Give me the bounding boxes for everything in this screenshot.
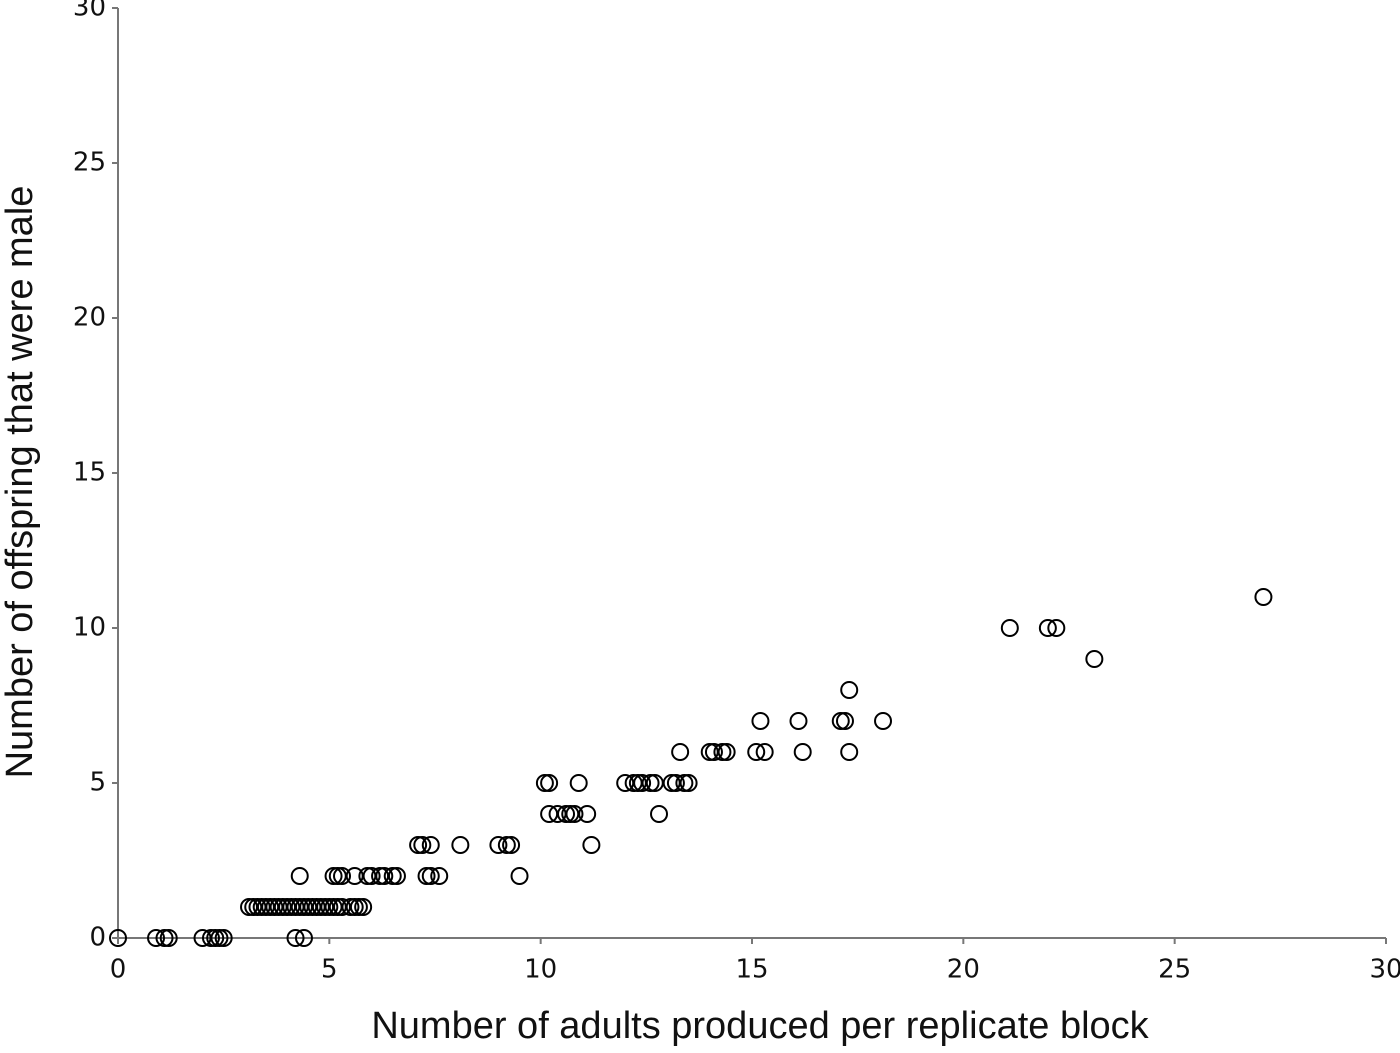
data-point <box>421 867 440 885</box>
data-point <box>375 867 394 885</box>
data-point <box>362 867 381 885</box>
data-point <box>840 681 859 699</box>
x-tick-label: 20 <box>947 955 980 985</box>
y-axis-title: Number of offspring that were male <box>0 186 41 779</box>
data-point <box>451 836 470 854</box>
data-point <box>1000 619 1019 637</box>
data-point <box>489 836 508 854</box>
data-point <box>210 929 229 947</box>
data-point <box>155 929 174 947</box>
y-tick-label: 15 <box>73 458 106 488</box>
x-tick-label: 5 <box>321 955 338 985</box>
data-point <box>874 712 893 730</box>
y-tick-label: 30 <box>73 0 106 23</box>
data-point <box>650 805 669 823</box>
data-point <box>582 836 601 854</box>
x-tick-label: 25 <box>1158 955 1191 985</box>
data-point <box>333 867 352 885</box>
data-point <box>354 898 373 916</box>
y-tick-label: 25 <box>73 148 106 178</box>
data-point <box>345 898 364 916</box>
data-point <box>633 774 652 792</box>
data-point <box>840 743 859 761</box>
data-point <box>747 743 766 761</box>
data-point <box>1085 650 1104 668</box>
data-point <box>214 929 233 947</box>
data-point <box>147 929 166 947</box>
data-point <box>713 743 732 761</box>
y-tick-label: 20 <box>73 303 106 333</box>
data-point <box>831 712 850 730</box>
data-point <box>417 867 436 885</box>
x-axis-title: Number of adults produced per replicate … <box>371 1005 1149 1047</box>
data-point <box>535 774 554 792</box>
data-point <box>413 836 432 854</box>
data-point <box>286 929 305 947</box>
data-point <box>349 898 368 916</box>
data-point <box>666 774 685 792</box>
data-point <box>1047 619 1066 637</box>
x-tick-label: 10 <box>524 955 557 985</box>
y-tick-label: 10 <box>73 613 106 643</box>
y-tick-label: 0 <box>89 923 106 953</box>
data-point <box>409 836 428 854</box>
data-point <box>1254 588 1273 606</box>
data-point <box>751 712 770 730</box>
data-point <box>324 867 343 885</box>
data-point <box>641 774 660 792</box>
data-point <box>704 743 723 761</box>
data-point <box>540 774 559 792</box>
data-point <box>671 743 690 761</box>
data-point <box>755 743 774 761</box>
data-point <box>290 867 309 885</box>
y-tick-label: 5 <box>89 768 106 798</box>
data-point <box>497 836 516 854</box>
data-point <box>557 805 576 823</box>
data-point <box>578 805 597 823</box>
data-point <box>675 774 694 792</box>
data-point <box>1038 619 1057 637</box>
data-point <box>717 743 736 761</box>
data-point <box>565 805 584 823</box>
data-point <box>421 836 440 854</box>
data-point <box>502 836 521 854</box>
data-point <box>159 929 178 947</box>
data-point <box>341 898 360 916</box>
data-point <box>793 743 812 761</box>
data-point <box>294 929 313 947</box>
x-tick-label: 30 <box>1369 955 1400 985</box>
data-point <box>201 929 220 947</box>
data-point <box>569 774 588 792</box>
data-point <box>206 929 225 947</box>
data-point <box>109 929 127 947</box>
data-point <box>789 712 808 730</box>
data-point <box>430 867 449 885</box>
data-point <box>383 867 402 885</box>
data-point <box>320 898 339 916</box>
x-tick-label: 15 <box>735 955 768 985</box>
data-point <box>835 712 854 730</box>
x-tick-label: 0 <box>110 955 127 985</box>
data-point <box>679 774 698 792</box>
data-point <box>387 867 406 885</box>
data-point <box>510 867 529 885</box>
